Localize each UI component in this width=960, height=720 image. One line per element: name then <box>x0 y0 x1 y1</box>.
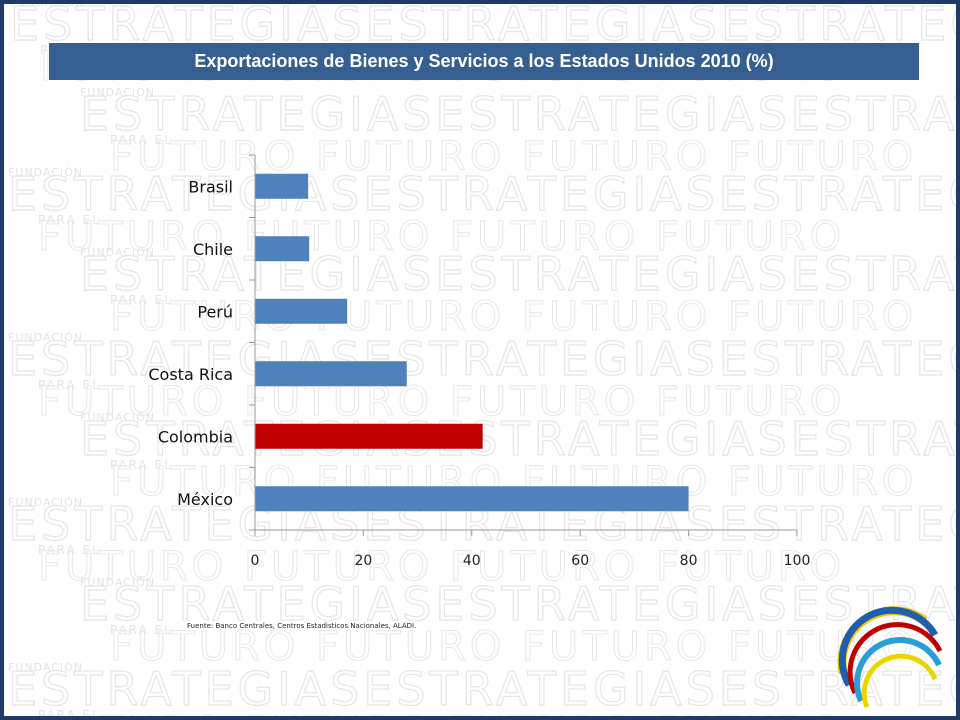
watermark-row: ESTRATEGIASESTRATEGIASESTRATEGIASFUTURO … <box>79 86 960 181</box>
watermark-text: FUTURO FUTURO FUTURO FUTURO <box>38 544 845 590</box>
watermark-text: FUNDACIÓN <box>10 0 85 9</box>
watermark-text: PARA EL <box>110 293 173 307</box>
bar-costa-rica <box>255 361 407 387</box>
watermark-text: PARA EL <box>38 378 101 392</box>
x-tick-label: 100 <box>784 553 811 569</box>
bar-perú <box>255 298 348 324</box>
watermark-text: FUTURO FUTURO FUTURO FUTURO <box>38 709 845 720</box>
source-note: Fuente: Banco Centrales, Centros Estadis… <box>187 622 417 630</box>
x-tick-label: 80 <box>680 553 698 569</box>
watermark-text: FUNDACIÓN <box>8 661 83 674</box>
watermark-row: ESTRATEGIASESTRATEGIASESTRATEGIASFUTURO … <box>79 411 960 506</box>
watermark-text: FUTURO FUTURO FUTURO FUTURO <box>110 294 917 340</box>
x-tick-label: 60 <box>571 553 589 569</box>
x-tick-label: 0 <box>251 553 260 569</box>
watermark-text: FUNDACIÓN <box>80 576 155 589</box>
x-tick-label: 40 <box>463 553 481 569</box>
watermark-text: PARA EL <box>110 133 173 147</box>
category-label: Perú <box>197 302 233 321</box>
watermark-row: ESTRATEGIASESTRATEGIASESTRATEGIASFUTURO … <box>79 576 960 671</box>
watermark-text: FUTURO FUTURO FUTURO FUTURO <box>110 134 917 180</box>
category-label: Costa Rica <box>148 365 233 384</box>
watermark-text: FUTURO FUTURO FUTURO FUTURO <box>38 214 845 260</box>
bar-colombia <box>255 423 483 449</box>
watermark-text: ESTRATEGIASESTRATEGIASESTRATEGIAS <box>80 412 960 466</box>
bar-chile <box>255 236 310 262</box>
category-label: Brasil <box>188 177 233 196</box>
watermark-text: ESTRATEGIASESTRATEGIASESTRATEGIAS <box>80 247 960 301</box>
watermark-row: ESTRATEGIASESTRATEGIASESTRATEGIASFUTURO … <box>7 331 960 426</box>
watermark-text: PARA EL <box>110 458 173 472</box>
watermark-text: PARA EL <box>38 213 101 227</box>
watermark-text: FUNDACIÓN <box>8 331 83 344</box>
watermark-text: FUNDACIÓN <box>80 86 155 99</box>
watermark-text: ESTRATEGIASESTRATEGIASESTRATEGIAS <box>80 87 960 141</box>
watermark-text: FUNDACIÓN <box>80 246 155 259</box>
category-label: México <box>177 490 233 509</box>
x-tick-label: 20 <box>354 553 372 569</box>
watermark-text: PARA EL <box>38 543 101 557</box>
watermark-row: ESTRATEGIASESTRATEGIASESTRATEGIASFUTURO … <box>7 496 960 591</box>
category-label: Chile <box>193 240 233 259</box>
watermark-text: ESTRATEGIASESTRATEGIASESTRATEGIAS <box>8 332 960 386</box>
watermark-row: ESTRATEGIASESTRATEGIASESTRATEGIASFUTURO … <box>7 661 960 720</box>
watermark-text: ESTRATEGIASESTRATEGIASESTRATEGIAS <box>80 577 960 631</box>
watermark-text: FUNDACIÓN <box>8 496 83 509</box>
watermark-text: FUTURO FUTURO FUTURO FUTURO <box>110 624 917 670</box>
chart-title: Exportaciones de Bienes y Servicios a lo… <box>194 51 774 71</box>
watermark-text: ESTRATEGIASESTRATEGIASESTRATEGIAS <box>8 662 960 716</box>
title-bar: Exportaciones de Bienes y Servicios a lo… <box>49 43 919 80</box>
watermark-row: ESTRATEGIASESTRATEGIASESTRATEGIASFUTURO … <box>79 246 960 341</box>
watermark-text: FUNDACIÓN <box>80 411 155 424</box>
bar-méxico <box>255 486 689 512</box>
watermark-text: FUNDACIÓN <box>8 166 83 179</box>
watermark-text: ESTRATEGIASESTRATEGIASESTRATEGIAS <box>8 167 960 221</box>
watermark-text: PARA EL <box>110 623 173 637</box>
watermark-row: ESTRATEGIASESTRATEGIASESTRATEGIASFUTURO … <box>7 166 960 261</box>
category-label: Colombia <box>158 427 233 446</box>
watermark-text: FUTURO FUTURO FUTURO FUTURO <box>38 379 845 425</box>
bar-brasil <box>255 173 309 199</box>
